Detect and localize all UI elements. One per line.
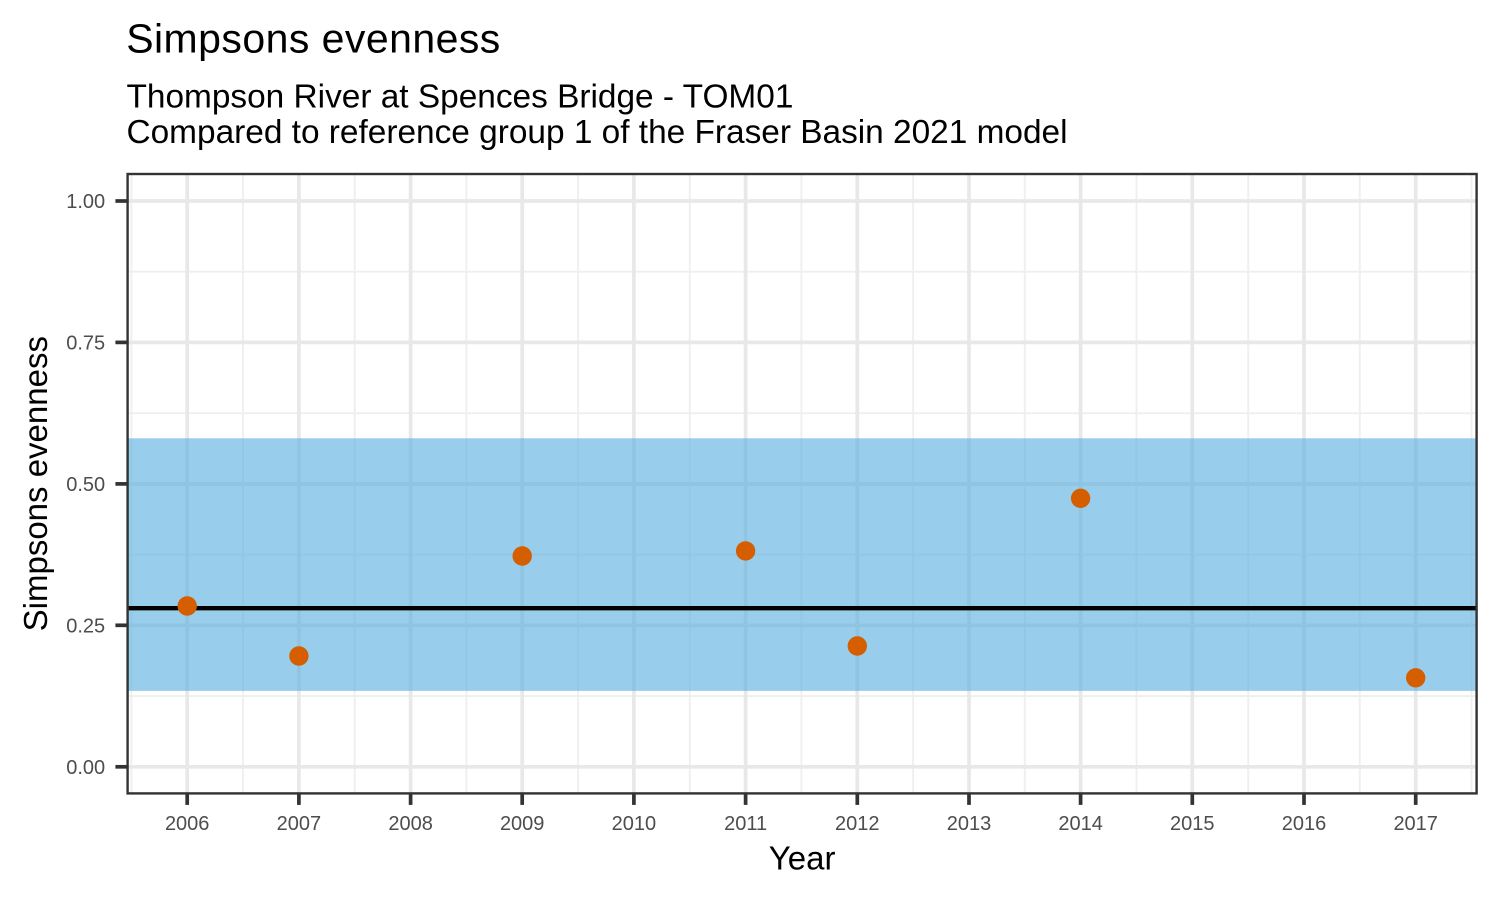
svg-text:Year: Year [769, 840, 836, 877]
svg-text:0.50: 0.50 [66, 474, 105, 496]
svg-text:2013: 2013 [947, 813, 992, 835]
svg-text:2014: 2014 [1058, 813, 1103, 835]
svg-text:0.75: 0.75 [66, 333, 105, 355]
svg-text:Simpsons evenness: Simpsons evenness [126, 15, 501, 61]
svg-text:2012: 2012 [835, 813, 880, 835]
svg-text:2008: 2008 [388, 813, 433, 835]
svg-text:1.00: 1.00 [66, 191, 105, 213]
svg-text:Simpsons evenness: Simpsons evenness [17, 336, 54, 631]
svg-text:0.25: 0.25 [66, 616, 105, 638]
svg-text:2016: 2016 [1282, 813, 1327, 835]
svg-text:2015: 2015 [1170, 813, 1215, 835]
svg-text:2009: 2009 [500, 813, 545, 835]
svg-text:Thompson River at Spences Brid: Thompson River at Spences Bridge - TOM01 [127, 79, 794, 116]
svg-text:2007: 2007 [277, 813, 322, 835]
svg-text:2006: 2006 [165, 813, 210, 835]
svg-text:2017: 2017 [1393, 813, 1438, 835]
svg-text:0.00: 0.00 [66, 757, 105, 779]
svg-text:2010: 2010 [612, 813, 657, 835]
svg-text:2011: 2011 [724, 813, 767, 835]
svg-text:Compared to reference group 1: Compared to reference group 1 of the Fra… [127, 114, 1068, 151]
